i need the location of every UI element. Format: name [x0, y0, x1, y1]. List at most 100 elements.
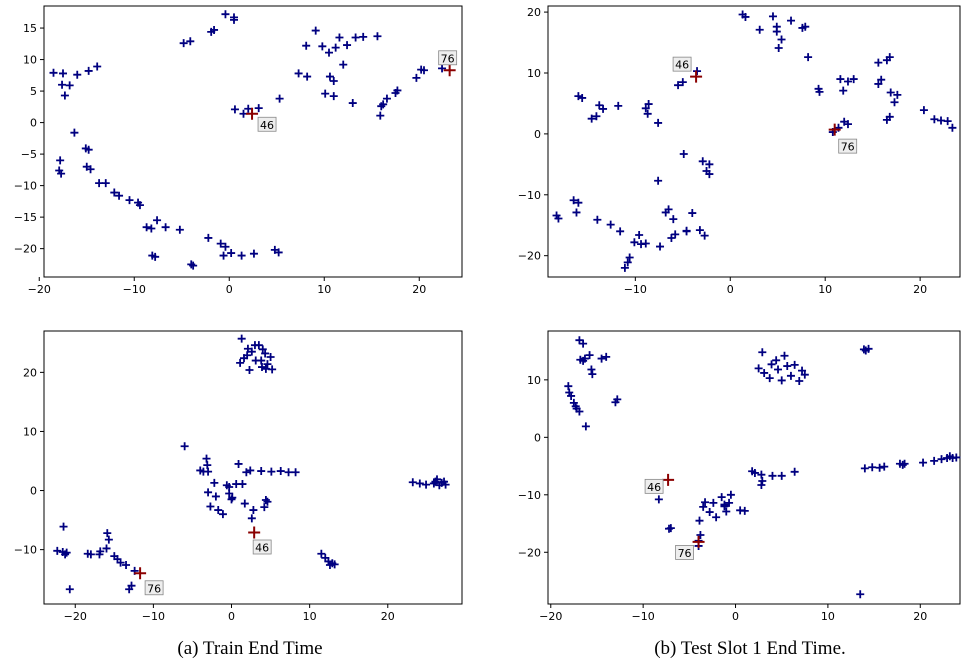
data-point-marker [758, 348, 767, 357]
data-point-marker [84, 66, 93, 75]
data-point-marker [339, 60, 348, 69]
data-point-marker [588, 370, 597, 379]
data-point-marker [669, 215, 678, 224]
data-point-marker [695, 226, 704, 235]
data-point-marker [843, 120, 852, 129]
highlight-label-box [252, 539, 272, 555]
data-point-marker [86, 165, 95, 174]
data-point-marker [204, 233, 213, 242]
data-point-marker [291, 468, 300, 477]
data-point-marker [243, 351, 252, 360]
data-point-marker [616, 227, 625, 236]
data-point-marker [786, 371, 795, 380]
highlight-point-marker [662, 473, 675, 486]
y-tick-label: 20 [527, 6, 541, 19]
data-point-marker [780, 351, 789, 360]
data-point-marker [245, 366, 254, 374]
data-point-marker [839, 86, 848, 95]
data-point-marker [59, 522, 68, 531]
data-point-marker [254, 104, 263, 113]
data-point-marker [187, 260, 196, 269]
data-point-marker [767, 360, 776, 369]
data-point-marker [635, 230, 644, 239]
data-point-marker [874, 79, 883, 88]
data-point-marker [783, 362, 792, 371]
data-point-marker [893, 90, 902, 99]
data-point-marker [58, 80, 67, 89]
x-tick-label: −20 [539, 610, 562, 623]
data-point-marker [682, 227, 691, 236]
x-tick-label: 10 [821, 610, 835, 623]
data-point-marker [843, 77, 852, 86]
data-point-marker [373, 32, 382, 41]
data-point-marker [696, 531, 705, 540]
data-point-marker [84, 145, 93, 154]
scatter-panel-3: −20 −10 0 10 20 −10 0 10 20 46 76 [14, 330, 463, 623]
data-point-marker [257, 467, 266, 476]
data-point-marker [110, 188, 119, 197]
data-point-marker [587, 365, 596, 374]
data-point-marker [189, 261, 198, 270]
highlight-point-marker [246, 107, 259, 120]
y-tick-label: 10 [23, 425, 37, 438]
data-point-marker [122, 561, 131, 569]
data-point-marker [787, 16, 796, 25]
data-point-marker [864, 344, 873, 353]
data-point-marker [674, 81, 683, 90]
data-point-marker [644, 100, 653, 109]
data-point-marker [267, 467, 276, 476]
data-point-marker [147, 224, 156, 233]
highlight-label-box [675, 545, 694, 560]
scatter-panel-2: −10 0 10 20 −20 −10 0 10 20 46 76 [518, 5, 961, 296]
data-point-marker [937, 455, 946, 464]
data-point-marker [654, 118, 663, 127]
data-point-marker [599, 104, 608, 113]
data-point-marker [886, 88, 895, 97]
data-point-marker [261, 364, 270, 373]
data-point-marker [699, 502, 708, 511]
data-point-marker [330, 560, 339, 569]
data-point-marker [221, 242, 230, 251]
data-point-marker [240, 499, 249, 508]
data-point-marker [225, 489, 234, 498]
figure-canvas: −20 −10 0 10 20 −20 −15 −10 −5 0 5 10 15 46 76 −10 0 10 20… [14, 5, 961, 623]
x-tick-label: 0 [732, 610, 739, 623]
data-point-marker [772, 356, 781, 365]
data-point-marker [250, 341, 259, 350]
data-point-marker [227, 249, 236, 258]
data-point-marker [885, 112, 894, 121]
data-point-marker [65, 585, 74, 594]
data-point-marker [623, 258, 632, 267]
data-point-marker [60, 91, 69, 100]
highlight-label: 76 [147, 582, 161, 595]
data-point-marker [257, 356, 266, 365]
y-tick-label: −15 [14, 211, 37, 224]
data-point-marker [86, 550, 95, 559]
data-point-marker [801, 22, 810, 31]
data-point-marker [554, 214, 563, 223]
data-point-marker [210, 25, 219, 34]
data-point-marker [96, 547, 105, 556]
data-point-marker [664, 205, 673, 214]
data-point-marker [800, 370, 809, 379]
data-point-marker [329, 92, 338, 101]
x-tick-label: −20 [64, 610, 87, 623]
data-point-marker [441, 480, 450, 489]
data-point-marker [567, 391, 576, 400]
highlight-point-marker [134, 567, 147, 580]
y-tick-label: 0 [534, 431, 541, 444]
data-point-marker [236, 358, 245, 367]
highlight-label-box [257, 116, 277, 132]
data-point-marker [246, 466, 255, 475]
data-point-marker [263, 497, 272, 506]
data-point-marker [578, 93, 587, 102]
y-tick-label: −10 [518, 189, 541, 202]
data-point-marker [757, 470, 766, 479]
data-point-marker [244, 104, 253, 113]
y-tick-label: −5 [21, 148, 37, 161]
data-point-marker [620, 263, 629, 272]
data-point-marker [242, 468, 251, 477]
highlight-label-box [672, 56, 692, 72]
plot-frame [547, 330, 961, 605]
caption-right: (b) Test Slot 1 End Time. [654, 638, 846, 659]
